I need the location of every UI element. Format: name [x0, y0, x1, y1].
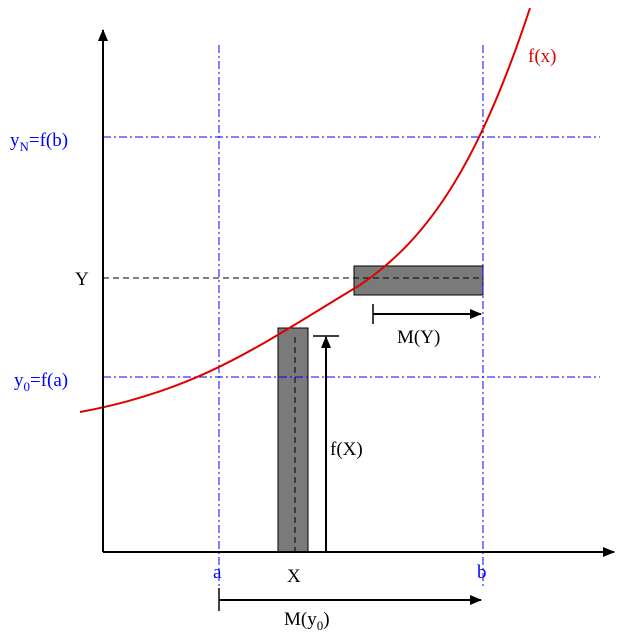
label-X: X [287, 566, 301, 587]
label-b: b [477, 562, 487, 583]
horizontal-band [353, 265, 484, 296]
label-My0: M(y0) [284, 609, 330, 633]
vertical-band [277, 327, 309, 553]
label-y0: y0=f(a) [14, 370, 68, 394]
label-Y: Y [75, 269, 89, 290]
curve-fx [79, 7, 531, 413]
label-a: a [213, 562, 222, 583]
label-fX: f(X) [330, 439, 363, 460]
label-yN: yN=f(b) [10, 130, 68, 154]
label-MY: M(Y) [397, 327, 440, 348]
label-fx: f(x) [528, 46, 556, 67]
